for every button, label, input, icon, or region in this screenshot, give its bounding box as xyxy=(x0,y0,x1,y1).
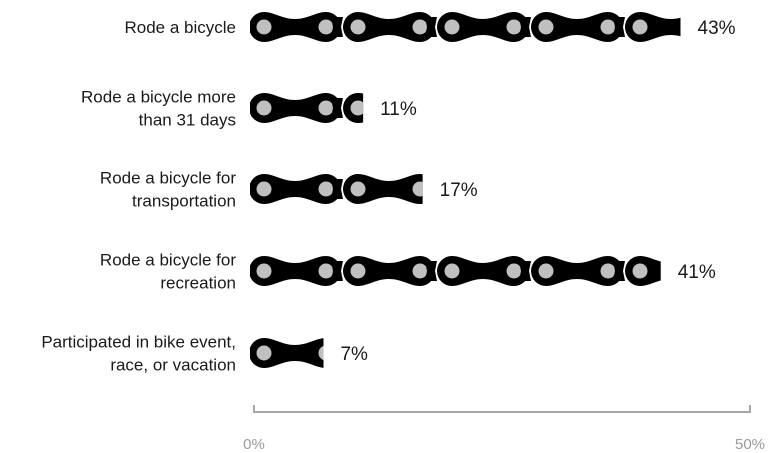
x-tick-label: 50% xyxy=(735,436,765,453)
category-label-line: than 31 days xyxy=(139,111,236,130)
chain-bar xyxy=(250,174,423,204)
chart-row: Participated in bike event, race, or vaca… xyxy=(41,333,368,375)
category-label-line: Rode a bicycle for xyxy=(100,169,236,188)
chain-bar xyxy=(250,338,324,368)
value-label: 11% xyxy=(380,99,417,120)
chart-row: Rode a bicycle for transportation 17% xyxy=(100,169,478,211)
category-label: Rode a bicycle for transportation xyxy=(100,169,236,211)
category-label: Rode a bicycle for recreation xyxy=(100,251,236,293)
category-label-line: Rode a bicycle for xyxy=(100,251,236,270)
category-label: Rode a bicycle xyxy=(124,18,236,37)
category-label-line: Rode a bicycle more xyxy=(81,88,236,107)
category-label-line: Rode a bicycle xyxy=(124,18,236,37)
x-tick-label: 0% xyxy=(243,436,265,453)
chain-bar xyxy=(250,93,364,123)
chart-row: Rode a bicycle 43% xyxy=(124,12,736,42)
value-label: 17% xyxy=(440,180,478,201)
category-label-line: race, or vacation xyxy=(110,356,236,375)
value-label: 43% xyxy=(698,18,736,39)
chart-row: Rode a bicycle more than 31 days 11% xyxy=(81,88,417,130)
chain-bar xyxy=(250,256,661,286)
value-label: 41% xyxy=(678,262,716,283)
category-label: Rode a bicycle more than 31 days xyxy=(81,88,236,130)
category-label-line: transportation xyxy=(132,192,236,211)
chart-row: Rode a bicycle for recreation 41% xyxy=(100,251,716,293)
category-label-line: recreation xyxy=(160,274,236,293)
category-label-line: Participated in bike event, xyxy=(41,333,236,352)
x-axis: 0% 50% xyxy=(243,405,765,453)
chain-bar xyxy=(250,12,681,42)
value-label: 7% xyxy=(340,344,368,365)
category-label: Participated in bike event, race, or vaca… xyxy=(41,333,236,375)
